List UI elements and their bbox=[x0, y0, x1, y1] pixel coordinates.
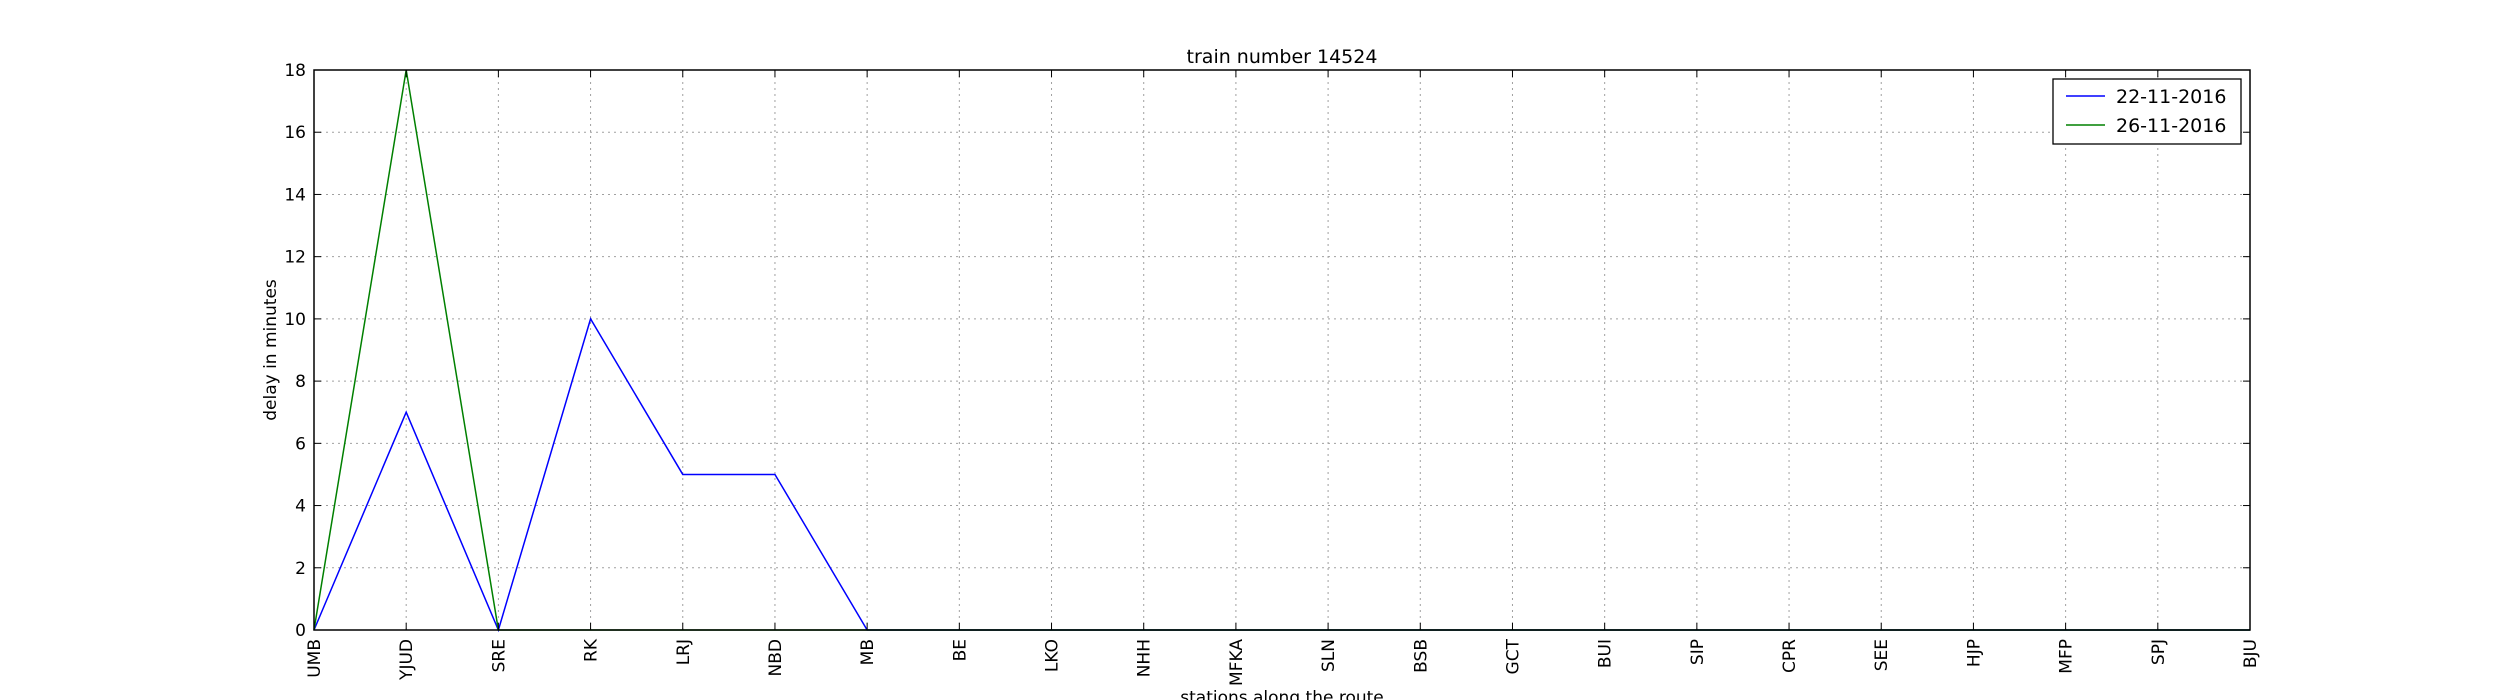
x-tick-label: MFP bbox=[2057, 639, 2077, 674]
x-tick-label: LRJ bbox=[674, 639, 694, 665]
x-tick-label: NBD bbox=[766, 639, 786, 676]
x-tick-label: BSB bbox=[1411, 639, 1431, 673]
y-tick-label: 8 bbox=[295, 372, 306, 392]
x-tick-label: CPR bbox=[1780, 639, 1800, 673]
y-tick-label: 18 bbox=[284, 61, 306, 81]
y-tick-label: 16 bbox=[284, 123, 306, 143]
x-tick-labels: UMB YJUD SRE RK LRJ NBD MB BE LKO NHH MFKA SLN BSB GC… bbox=[305, 638, 2261, 686]
x-tick-label: RK bbox=[582, 638, 602, 662]
plot-area-frame bbox=[313, 69, 2251, 631]
y-tick-labels: 0 2 4 6 8 10 12 14 16 18 bbox=[284, 61, 306, 641]
x-tick-label: BJU bbox=[2241, 639, 2261, 668]
x-tick-label: SPJ bbox=[2149, 639, 2169, 665]
x-tick-label: UMB bbox=[305, 639, 325, 678]
y-tick-label: 6 bbox=[295, 434, 306, 454]
x-tick-label: SLN bbox=[1319, 639, 1339, 672]
x-tick-label: SEE bbox=[1872, 639, 1892, 671]
x-tick-label: SIP bbox=[1688, 639, 1708, 665]
y-tick-label: 12 bbox=[284, 248, 306, 268]
legend-label-26-11-2016: 26-11-2016 bbox=[2116, 115, 2226, 137]
grid-lines bbox=[314, 70, 2250, 630]
x-axis-label: stations along the route bbox=[1180, 688, 1384, 700]
x-tick-label: MFKA bbox=[1227, 639, 1247, 686]
y-tick-label: 0 bbox=[295, 621, 306, 641]
y-tick-label: 14 bbox=[284, 185, 306, 205]
y-tick-label: 2 bbox=[295, 559, 306, 579]
x-tick-label: LKO bbox=[1043, 639, 1063, 672]
legend-box bbox=[2052, 78, 2242, 145]
x-tick-label: YJUD bbox=[397, 639, 417, 681]
x-tick-label: MB bbox=[858, 639, 878, 665]
y-tick-label: 4 bbox=[295, 497, 306, 517]
x-tick-label: HJP bbox=[1964, 639, 1984, 667]
x-tick-label: GCT bbox=[1503, 638, 1523, 674]
chart-title: train number 14524 bbox=[1187, 46, 1378, 68]
x-tick-label: NHH bbox=[1135, 639, 1155, 677]
legend-label-22-11-2016: 22-11-2016 bbox=[2116, 86, 2226, 108]
axis-ticks bbox=[313, 69, 2251, 631]
y-axis-label: delay in minutes bbox=[261, 279, 281, 421]
x-tick-label: SRE bbox=[489, 639, 509, 672]
x-tick-label: BUI bbox=[1596, 639, 1616, 668]
legend: 22-11-2016 26-11-2016 bbox=[2052, 78, 2242, 145]
x-tick-label: BE bbox=[950, 639, 970, 661]
y-tick-label: 10 bbox=[284, 310, 306, 330]
